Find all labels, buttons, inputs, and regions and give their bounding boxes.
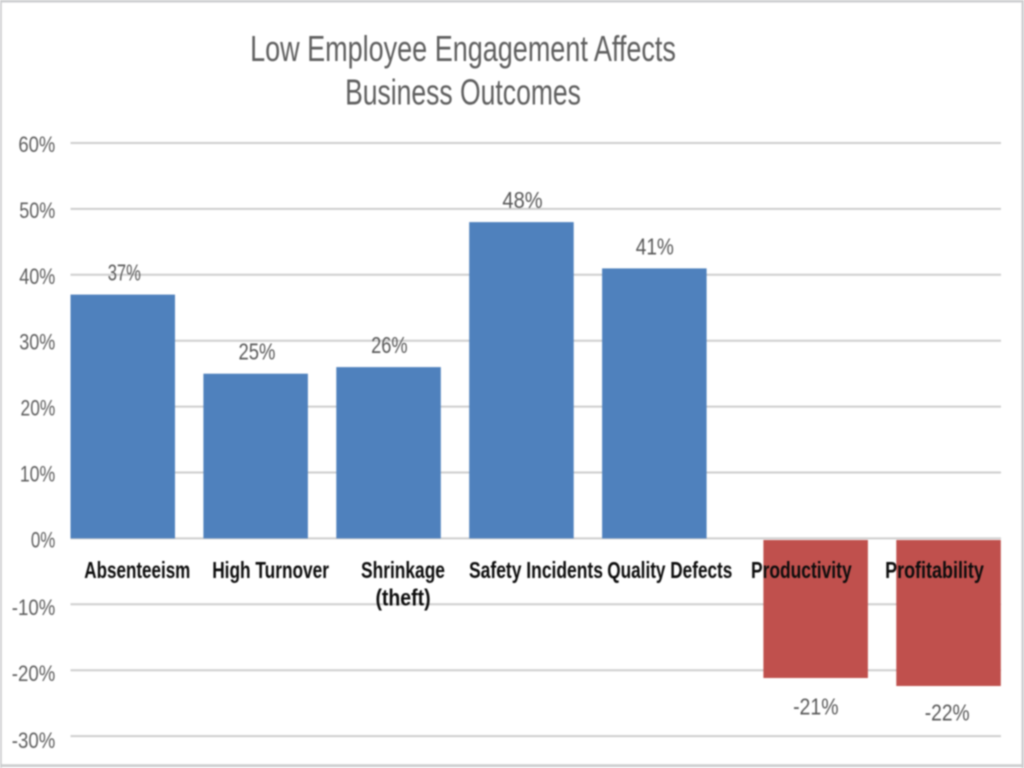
svg-text:Absenteeism: Absenteeism bbox=[84, 559, 190, 584]
svg-text:60%: 60% bbox=[18, 134, 55, 158]
svg-text:10%: 10% bbox=[20, 463, 56, 487]
svg-text:37%: 37% bbox=[108, 261, 141, 286]
svg-text:41%: 41% bbox=[636, 235, 674, 260]
svg-text:48%: 48% bbox=[502, 187, 542, 214]
svg-text:25%: 25% bbox=[239, 340, 276, 365]
svg-text:40%: 40% bbox=[19, 265, 55, 289]
svg-text:Safety Incidents: Safety Incidents bbox=[469, 559, 603, 584]
svg-text:50%: 50% bbox=[19, 199, 55, 223]
svg-text:High Turnover: High Turnover bbox=[212, 559, 329, 584]
svg-text:(theft): (theft) bbox=[375, 585, 430, 611]
svg-text:-22%: -22% bbox=[925, 701, 970, 726]
svg-text:Low Employee Engagement Affect: Low Employee Engagement Affects bbox=[250, 28, 676, 69]
svg-text:0%: 0% bbox=[31, 528, 55, 553]
svg-text:-10%: -10% bbox=[12, 597, 55, 621]
svg-text:Shrinkage: Shrinkage bbox=[361, 559, 445, 584]
svg-text:20%: 20% bbox=[21, 397, 56, 421]
svg-text:Productivity: Productivity bbox=[751, 559, 852, 584]
svg-text:-20%: -20% bbox=[12, 663, 55, 687]
svg-text:-30%: -30% bbox=[12, 730, 55, 754]
svg-text:Business Outcomes: Business Outcomes bbox=[345, 72, 581, 113]
svg-text:-21%: -21% bbox=[793, 694, 839, 720]
svg-text:30%: 30% bbox=[19, 331, 55, 355]
svg-text:Profitability: Profitability bbox=[885, 558, 984, 584]
svg-text:26%: 26% bbox=[371, 333, 407, 358]
svg-text:Quality Defects: Quality Defects bbox=[607, 559, 732, 584]
